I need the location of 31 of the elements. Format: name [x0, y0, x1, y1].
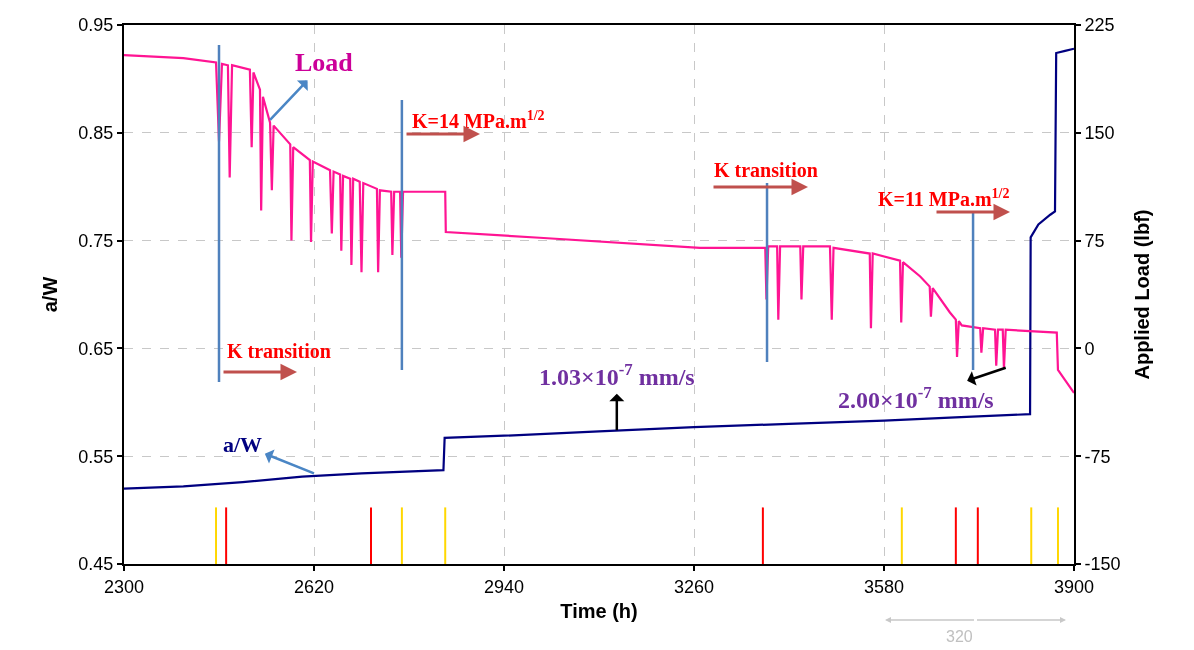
y2-tick-label: -150 [1084, 554, 1121, 575]
x-axis-title: Time (h) [560, 599, 638, 622]
annotation: a/W [223, 432, 263, 457]
text: 320 [946, 628, 973, 645]
x-tick-label: 2940 [483, 576, 525, 597]
y2-tick-label: 150 [1084, 123, 1115, 144]
annotation: 2.00×10$^{-7}$ mm/s [838, 383, 994, 414]
y-tick-label: 0.45 [78, 554, 114, 575]
y2-tick-label: 0 [1084, 338, 1095, 359]
x-tick-label: 2300 [103, 576, 145, 597]
y2-tick-label: -75 [1084, 446, 1111, 467]
line-series [124, 47, 1074, 490]
y2-tick-label: 75 [1084, 230, 1105, 251]
y-tick-label: 0.95 [78, 15, 114, 36]
y2-tick-label: 225 [1084, 15, 1115, 36]
x-tick-label: 2620 [293, 576, 335, 597]
annotation: Load [295, 48, 354, 77]
y2-axis-title: Applied Load (lbf) [1130, 209, 1153, 380]
annotation: K transition [227, 340, 331, 362]
x-tick-label: 3580 [863, 576, 905, 597]
annotation: K=11 MPa.m$^{1/2}$ [878, 186, 1010, 211]
y-tick-label: 0.75 [78, 230, 114, 251]
y-tick-label: 0.65 [78, 338, 114, 359]
x-tick-label: 3260 [673, 576, 715, 597]
annotation: 1.03×10$^{-7}$ mm/s [539, 360, 695, 391]
y-tick-label: 0.55 [78, 446, 114, 467]
annotation: K=14 MPa.m$^{1/2}$ [412, 108, 545, 133]
y-tick-label: 0.85 [78, 123, 114, 144]
annotation: K transition [714, 159, 818, 181]
y-axis-title: a/W [39, 276, 62, 313]
x-tick-label: 3900 [1053, 576, 1095, 597]
